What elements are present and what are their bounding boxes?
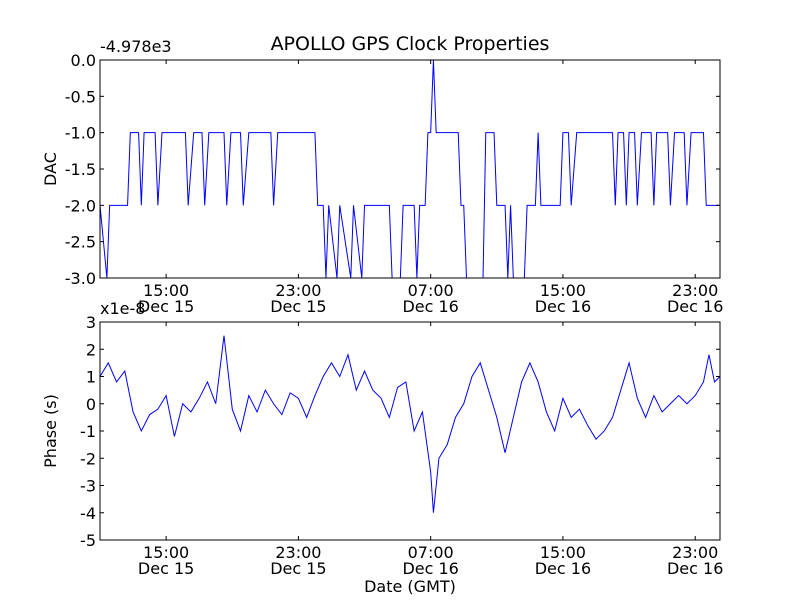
x-tick-time-label: 15:00 (143, 281, 189, 300)
y-tick-label: 3 (86, 313, 96, 332)
x-tick-date-label: Dec 15 (270, 559, 326, 578)
y-tick-label: 0.0 (71, 51, 96, 70)
x-tick-time-label: 15:00 (540, 281, 586, 300)
x-tick-time-label: 15:00 (540, 543, 586, 562)
x-tick-date-label: Dec 16 (402, 559, 458, 578)
y-tick-label: -1.5 (65, 160, 96, 179)
x-tick-date-label: Dec 16 (667, 559, 723, 578)
x-tick-time-label: 23:00 (672, 543, 718, 562)
axis-offset-label: x1e-8 (100, 299, 145, 318)
x-tick-time-label: 15:00 (143, 543, 189, 562)
y-tick-label: 1 (86, 368, 96, 387)
y-tick-label: -0.5 (65, 87, 96, 106)
y-tick-label: 2 (86, 340, 96, 359)
y-tick-label: -3.0 (65, 269, 96, 288)
x-tick-date-label: Dec 16 (402, 297, 458, 316)
axis-offset-label: -4.978e3 (100, 37, 172, 56)
x-tick-date-label: Dec 16 (535, 559, 591, 578)
x-tick-date-label: Dec 15 (138, 559, 194, 578)
phase-series-line (100, 335, 720, 513)
x-tick-date-label: Dec 15 (270, 297, 326, 316)
y-tick-label: 0 (86, 395, 96, 414)
dac-series-line (100, 60, 720, 278)
x-tick-time-label: 07:00 (408, 543, 454, 562)
y-axis-label: DAC (41, 152, 60, 186)
x-tick-time-label: 07:00 (408, 281, 454, 300)
x-tick-date-label: Dec 15 (138, 297, 194, 316)
x-tick-time-label: 23:00 (275, 543, 321, 562)
y-tick-label: -4 (80, 504, 96, 523)
y-tick-label: -1.0 (65, 124, 96, 143)
y-tick-label: -3 (80, 477, 96, 496)
y-tick-label: -5 (80, 531, 96, 550)
y-axis-label: Phase (s) (41, 394, 60, 468)
y-tick-label: -2.5 (65, 233, 96, 252)
x-tick-time-label: 23:00 (672, 281, 718, 300)
chart-title: APOLLO GPS Clock Properties (271, 33, 550, 55)
x-tick-date-label: Dec 16 (667, 297, 723, 316)
y-tick-label: -1 (80, 422, 96, 441)
x-tick-time-label: 23:00 (275, 281, 321, 300)
x-tick-date-label: Dec 16 (535, 297, 591, 316)
y-tick-label: -2 (80, 449, 96, 468)
y-tick-label: -2.0 (65, 196, 96, 215)
x-axis-label: Date (GMT) (364, 577, 456, 596)
